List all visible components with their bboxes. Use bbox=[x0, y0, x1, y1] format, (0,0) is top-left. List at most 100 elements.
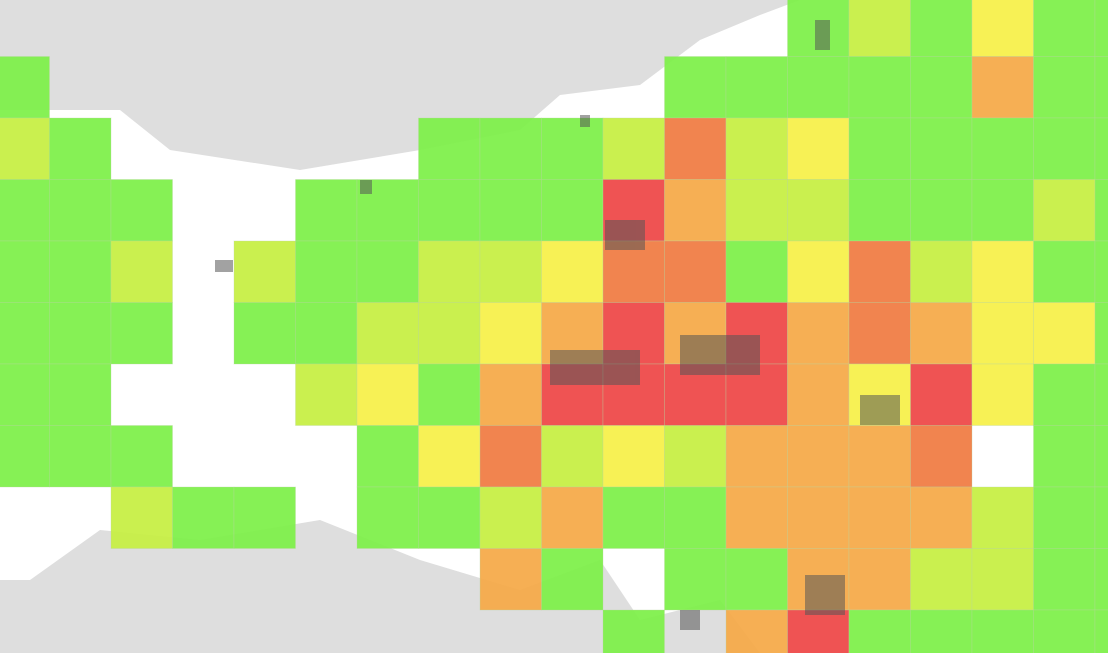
grid-cell bbox=[479, 548, 542, 611]
grid-cell bbox=[787, 179, 850, 242]
grid-cell bbox=[910, 240, 973, 303]
grid-cell bbox=[356, 240, 419, 303]
grid-cell bbox=[110, 425, 173, 488]
grid-cell bbox=[1033, 363, 1096, 426]
grid-cell bbox=[49, 302, 112, 365]
grid-cell bbox=[49, 240, 112, 303]
grid-cell bbox=[787, 425, 850, 488]
grid-cell bbox=[418, 363, 481, 426]
grid-cell bbox=[664, 117, 727, 180]
grid-cell bbox=[1033, 0, 1096, 57]
grid-cell bbox=[910, 609, 973, 653]
grid-cell bbox=[910, 425, 973, 488]
grid-cell bbox=[971, 548, 1034, 611]
grid-cell bbox=[910, 363, 973, 426]
grid-cell bbox=[971, 117, 1034, 180]
grid-cell bbox=[602, 609, 665, 653]
grid-cell bbox=[233, 240, 296, 303]
grid-cell bbox=[848, 0, 911, 57]
grid-cell bbox=[541, 117, 604, 180]
grid-cell bbox=[848, 117, 911, 180]
grid-cell bbox=[664, 56, 727, 119]
grid-cell bbox=[356, 363, 419, 426]
grid-cell bbox=[725, 548, 788, 611]
grid-cell bbox=[479, 425, 542, 488]
grid-cell bbox=[295, 363, 358, 426]
grid-cell bbox=[848, 425, 911, 488]
grid-cell bbox=[602, 240, 665, 303]
grid-cell bbox=[787, 117, 850, 180]
buildings bbox=[215, 20, 900, 630]
grid-cell bbox=[541, 425, 604, 488]
grid-cell bbox=[356, 302, 419, 365]
grid-cell bbox=[971, 240, 1034, 303]
grid-cell bbox=[971, 363, 1034, 426]
grid-cell bbox=[971, 486, 1034, 549]
grid-cell bbox=[602, 117, 665, 180]
grid-cell bbox=[1033, 425, 1096, 488]
grid-cell bbox=[1094, 548, 1108, 611]
grid-cell bbox=[418, 117, 481, 180]
grid-cell bbox=[49, 363, 112, 426]
grid-cell bbox=[787, 363, 850, 426]
grid-cell bbox=[971, 0, 1034, 57]
grid-cell bbox=[910, 302, 973, 365]
grid-cell bbox=[848, 609, 911, 653]
grid-cell bbox=[1033, 56, 1096, 119]
grid-cell bbox=[1094, 0, 1108, 57]
grid-cell bbox=[0, 56, 50, 119]
grid-cell bbox=[49, 425, 112, 488]
grid-cell bbox=[725, 609, 788, 653]
grid-cell bbox=[664, 548, 727, 611]
grid-cell bbox=[971, 179, 1034, 242]
grid-cell bbox=[295, 240, 358, 303]
land bbox=[180, 285, 240, 330]
grid-cell bbox=[910, 548, 973, 611]
grid-cell bbox=[602, 425, 665, 488]
grid-cell bbox=[910, 56, 973, 119]
grid-cell bbox=[110, 179, 173, 242]
grid-cell bbox=[848, 486, 911, 549]
grid-cell bbox=[787, 56, 850, 119]
grid-cell bbox=[541, 179, 604, 242]
grid-cell bbox=[725, 56, 788, 119]
grid-cell bbox=[910, 486, 973, 549]
grid-cell bbox=[541, 240, 604, 303]
grid-cell bbox=[664, 179, 727, 242]
grid-cell bbox=[418, 486, 481, 549]
grid-cell bbox=[0, 302, 50, 365]
grid-cell bbox=[848, 548, 911, 611]
grid-cell bbox=[295, 302, 358, 365]
grid-cell bbox=[49, 179, 112, 242]
grid-cell bbox=[418, 179, 481, 242]
grid-cell bbox=[1094, 425, 1108, 488]
grid-cell bbox=[418, 240, 481, 303]
grid-cell bbox=[725, 425, 788, 488]
grid-cell bbox=[1094, 609, 1108, 653]
grid-cell bbox=[910, 0, 973, 57]
grid-cell bbox=[1033, 117, 1096, 180]
grid-cell bbox=[0, 240, 50, 303]
grid-cell bbox=[479, 486, 542, 549]
grid-cell bbox=[910, 179, 973, 242]
grid-cell bbox=[233, 302, 296, 365]
grid-cell bbox=[664, 425, 727, 488]
grid-cell bbox=[0, 179, 50, 242]
grid-cell bbox=[1094, 117, 1108, 180]
grid-cell bbox=[0, 363, 50, 426]
grid-cell bbox=[0, 425, 50, 488]
grid-cell bbox=[110, 240, 173, 303]
grid-cell bbox=[725, 486, 788, 549]
grid-cell bbox=[664, 486, 727, 549]
grid-cell bbox=[1094, 486, 1108, 549]
grid-cell bbox=[1094, 363, 1108, 426]
grid-cell bbox=[971, 56, 1034, 119]
grid-cell bbox=[110, 486, 173, 549]
grid-cell bbox=[1094, 179, 1108, 242]
grid-cell bbox=[541, 486, 604, 549]
grid-cell bbox=[479, 179, 542, 242]
grid-cell bbox=[664, 240, 727, 303]
grid-cell bbox=[356, 486, 419, 549]
grid-cell bbox=[479, 117, 542, 180]
